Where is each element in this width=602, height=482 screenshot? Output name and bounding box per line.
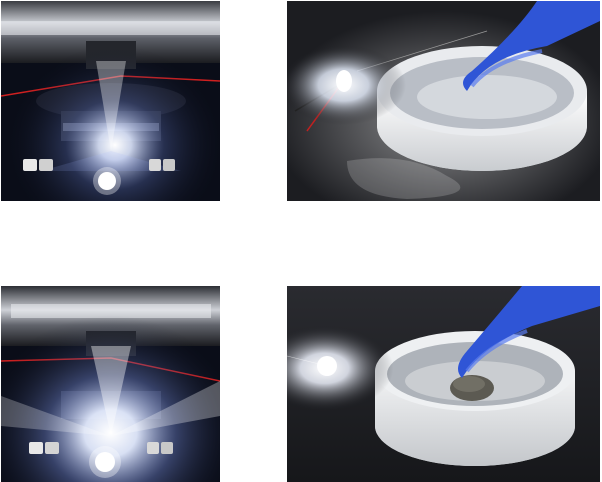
photo-press-fixture-bottom [1, 286, 220, 482]
dish-sample-image [287, 286, 600, 482]
press-fixture-image [1, 1, 220, 201]
photo-press-fixture-top [1, 1, 220, 201]
photo-dish-sample-bottom [287, 286, 600, 482]
photo-dish-finger-top [287, 1, 600, 201]
press-fixture-image [1, 286, 220, 482]
dish-finger-image [287, 1, 600, 201]
